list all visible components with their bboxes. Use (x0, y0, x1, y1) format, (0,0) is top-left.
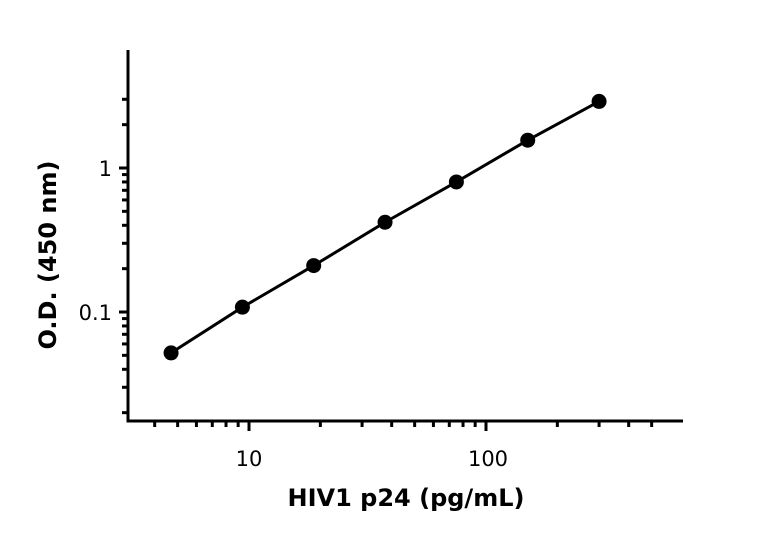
x-tick-label-10: 10 (236, 447, 263, 471)
data-point (306, 258, 322, 274)
axes (119, 50, 683, 431)
data-point (234, 299, 250, 315)
data-point (448, 174, 464, 190)
y-tick-label-0.1: 0.1 (79, 301, 112, 325)
y-tick-label-1: 1 (99, 157, 112, 181)
x-tick-label-100: 100 (468, 447, 508, 471)
data-point (377, 214, 393, 230)
data-point (591, 93, 607, 109)
data-point (163, 345, 179, 361)
y-axis-title: O.D. (450 nm) (34, 161, 62, 350)
plot-area (163, 93, 607, 361)
x-axis-title: HIV1 p24 (pg/mL) (288, 484, 525, 512)
data-point (520, 132, 536, 148)
